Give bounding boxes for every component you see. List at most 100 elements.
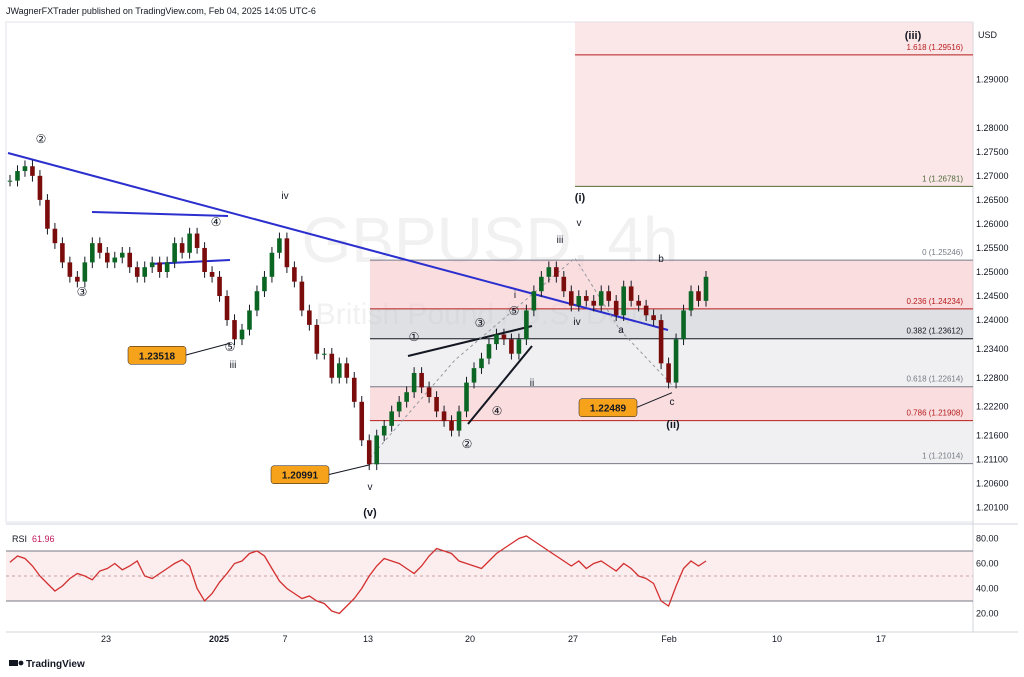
- wave-label: (v): [363, 507, 377, 519]
- candle-body: [254, 291, 260, 311]
- candle-body: [591, 300, 597, 306]
- wave-label: ①: [409, 330, 420, 344]
- fib-label-6: 0.786 (1.21908): [907, 409, 964, 418]
- price-tick-label: 1.20100: [976, 503, 1009, 513]
- candle-body: [554, 267, 559, 277]
- candle-body: [119, 252, 125, 258]
- fibonacci-zones: 1.618 (1.29516) 1 (1.26781) 0 (1.25246) 0.2…: [370, 22, 973, 465]
- candle-body: [494, 334, 499, 345]
- triangle-lower-line[interactable]: [149, 259, 231, 265]
- candle-body: [232, 320, 237, 340]
- candle-body: [292, 267, 297, 282]
- wave-label: ②: [36, 132, 47, 146]
- candle-body: [194, 233, 200, 248]
- candle-body: [516, 339, 522, 354]
- candle-body: [381, 425, 387, 436]
- candle-body: [22, 166, 28, 172]
- callout-leader: [184, 342, 231, 356]
- tradingview-logo-icon: [9, 660, 24, 666]
- price-tick-label: 1.24500: [976, 291, 1009, 301]
- candle-body: [606, 291, 612, 301]
- trend-lines: [7, 152, 673, 459]
- candle-body: [322, 353, 327, 355]
- tradingview-logo-text: TradingView: [26, 659, 85, 670]
- candle-body: [134, 267, 140, 277]
- time-tick-label: 27: [568, 634, 578, 644]
- fib-zone-4: [370, 386, 973, 421]
- price-tick-label: 1.29000: [976, 75, 1009, 85]
- price-tick-label: 1.21600: [976, 430, 1009, 440]
- wave-label: ④: [211, 215, 222, 229]
- price-tick-label: 1.20600: [976, 479, 1009, 489]
- rsi-title: RSI: [12, 534, 27, 544]
- candle-body: [329, 353, 335, 378]
- candle-body: [97, 243, 103, 253]
- price-tick-label: 1.28000: [976, 123, 1009, 133]
- candle-body: [247, 310, 252, 330]
- candle-body: [643, 305, 649, 316]
- candle-body: [67, 262, 73, 277]
- candle-body: [471, 368, 477, 383]
- candle-body: [60, 243, 65, 263]
- time-tick-label: 17: [876, 634, 886, 644]
- candle-body: [75, 276, 80, 282]
- wave-label: v: [368, 482, 373, 493]
- candle-body: [486, 344, 492, 359]
- candle-body: [239, 329, 245, 340]
- wave-label: iii: [230, 360, 237, 371]
- candle-body: [142, 267, 148, 277]
- currency-label: USD: [978, 30, 998, 40]
- fib-zone-3: [370, 338, 973, 387]
- wave-label: (iii): [905, 30, 922, 42]
- wave-label: ⑤: [225, 340, 236, 354]
- wave-label: ④: [492, 404, 503, 418]
- candle-body: [351, 377, 357, 402]
- wave-label: ⑤: [509, 304, 520, 318]
- triangle-upper-line[interactable]: [91, 211, 229, 217]
- rsi-tick-label: 60.00: [976, 559, 999, 569]
- callout-label: 1.23518: [139, 351, 176, 362]
- fib-label-5: 0.618 (1.22614): [907, 375, 964, 384]
- candle-body: [262, 276, 267, 292]
- price-callouts: 1.23518 1.22489 1.20991: [127, 342, 673, 484]
- callout-box: [127, 346, 187, 365]
- price-tick-label: 1.24000: [976, 315, 1009, 325]
- candle-body: [456, 411, 462, 431]
- candle-body: [90, 243, 95, 263]
- candle-body: [509, 339, 514, 354]
- price-tick-label: 1.21100: [976, 455, 1008, 465]
- fib-label-0: 1.618 (1.29516): [907, 43, 964, 52]
- candle-body: [307, 310, 312, 325]
- candle-body: [673, 339, 679, 383]
- candle-body: [703, 276, 709, 301]
- callout-label: 1.22489: [590, 404, 627, 415]
- candle-body: [344, 363, 350, 378]
- descending-trendline[interactable]: [7, 152, 669, 331]
- rsi-value-label: 61.96: [32, 534, 55, 544]
- candle-body: [524, 310, 529, 340]
- candle-body: [224, 296, 230, 321]
- candle-body: [284, 238, 290, 268]
- wedge-upper-line[interactable]: [407, 325, 533, 357]
- candle-body: [681, 310, 686, 340]
- fib-zone-0: [575, 22, 973, 187]
- fib-zone-2: [370, 308, 973, 339]
- fib-label-2: 0 (1.25246): [922, 248, 963, 257]
- callout-box: [270, 465, 330, 484]
- price-tick-label: 1.25500: [976, 243, 1009, 253]
- wave-label: i: [514, 290, 516, 301]
- price-tick-label: 1.27500: [976, 147, 1009, 157]
- rsi-tick-label: 20.00: [976, 609, 999, 619]
- candle-body: [172, 243, 177, 263]
- wave-label: (i): [575, 192, 586, 204]
- candle-body: [157, 262, 162, 272]
- time-tick-label: Feb: [661, 634, 677, 644]
- candle-body: [187, 233, 192, 253]
- candle-body: [561, 276, 567, 292]
- candle-body: [464, 382, 469, 412]
- price-tick-label: 1.26000: [976, 219, 1009, 229]
- wedge-lower-line[interactable]: [467, 345, 533, 425]
- candle-body: [441, 411, 447, 422]
- candle-body: [7, 180, 13, 182]
- time-tick-label: 13: [363, 634, 373, 644]
